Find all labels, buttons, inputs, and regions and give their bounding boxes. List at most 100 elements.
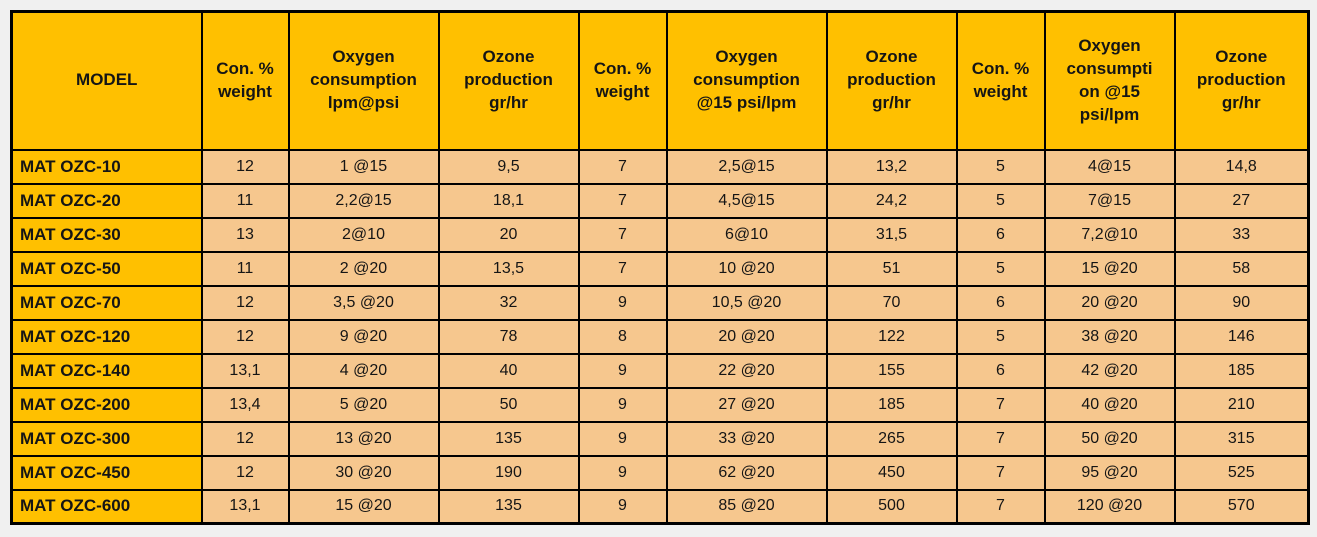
value-cell: 40 [437, 352, 580, 389]
value-cell: 18,1 [437, 182, 580, 219]
value-cell: 9 [577, 386, 668, 423]
value-cell: 7 [577, 216, 668, 253]
column-header-ozone-production-1: Ozone production gr/hr [437, 10, 580, 151]
value-cell: 9,5 [437, 148, 580, 185]
value-cell: 2,2@15 [287, 182, 440, 219]
value-cell: 13,1 [200, 352, 290, 389]
value-cell: 38 @20 [1043, 318, 1176, 355]
value-cell: 1 @15 [287, 148, 440, 185]
model-cell: MAT OZC-300 [10, 420, 203, 457]
value-cell: 4@15 [1043, 148, 1176, 185]
value-cell: 12 [200, 284, 290, 321]
value-cell: 500 [825, 488, 958, 525]
value-cell: 7 [955, 488, 1046, 525]
model-cell: MAT OZC-70 [10, 284, 203, 321]
table-row: MAT OZC-450 12 30 @20 190 9 62 @20 450 7 95 @20 5… [10, 454, 1310, 491]
value-cell: 120 @20 [1043, 488, 1176, 525]
table-row: MAT OZC-30 13 2@10 20 7 6@10 31,5 6 7,2@10 33 [10, 216, 1310, 253]
value-cell: 14,8 [1173, 148, 1310, 185]
value-cell: 33 [1173, 216, 1310, 253]
model-cell: MAT OZC-10 [10, 148, 203, 185]
value-cell: 12 [200, 420, 290, 457]
table-row: MAT OZC-300 12 13 @20 135 9 33 @20 265 7 50 @20 3… [10, 420, 1310, 457]
ozone-generator-spec-table: MODEL Con. % weight Oxygen consumption lpm@ps… [10, 10, 1310, 525]
value-cell: 7 [577, 148, 668, 185]
value-cell: 315 [1173, 420, 1310, 457]
value-cell: 13,4 [200, 386, 290, 423]
value-cell: 24,2 [825, 182, 958, 219]
value-cell: 20 [437, 216, 580, 253]
value-cell: 27 [1173, 182, 1310, 219]
value-cell: 9 @20 [287, 318, 440, 355]
model-cell: MAT OZC-50 [10, 250, 203, 287]
column-header-ozone-production-2: Ozone production gr/hr [825, 10, 958, 151]
value-cell: 5 @20 [287, 386, 440, 423]
table-body: MAT OZC-10 12 1 @15 9,5 7 2,5@15 13,2 5 4@15 14,8… [10, 148, 1310, 525]
value-cell: 5 [955, 318, 1046, 355]
column-header-oxygen-consumption-1: Oxygen consumption lpm@psi [287, 10, 440, 151]
table-row: MAT OZC-70 12 3,5 @20 32 9 10,5 @20 70 6 20 @20 9… [10, 284, 1310, 321]
table-row: MAT OZC-50 11 2 @20 13,5 7 10 @20 51 5 15 @20 58 [10, 250, 1310, 287]
header-row: MODEL Con. % weight Oxygen consumption lpm@ps… [10, 10, 1310, 151]
value-cell: 70 [825, 284, 958, 321]
value-cell: 6 [955, 352, 1046, 389]
value-cell: 2,5@15 [665, 148, 828, 185]
model-cell: MAT OZC-200 [10, 386, 203, 423]
value-cell: 10,5 @20 [665, 284, 828, 321]
value-cell: 9 [577, 284, 668, 321]
value-cell: 135 [437, 488, 580, 525]
value-cell: 12 [200, 318, 290, 355]
table-row: MAT OZC-200 13,4 5 @20 50 9 27 @20 185 7 40 @20 2… [10, 386, 1310, 423]
value-cell: 62 @20 [665, 454, 828, 491]
value-cell: 7 [955, 420, 1046, 457]
model-cell: MAT OZC-20 [10, 182, 203, 219]
value-cell: 9 [577, 420, 668, 457]
model-cell: MAT OZC-30 [10, 216, 203, 253]
value-cell: 7,2@10 [1043, 216, 1176, 253]
value-cell: 122 [825, 318, 958, 355]
value-cell: 95 @20 [1043, 454, 1176, 491]
value-cell: 30 @20 [287, 454, 440, 491]
value-cell: 2 @20 [287, 250, 440, 287]
value-cell: 27 @20 [665, 386, 828, 423]
table-header: MODEL Con. % weight Oxygen consumption lpm@ps… [10, 10, 1310, 151]
column-header-ozone-production-3: Ozone production gr/hr [1173, 10, 1310, 151]
value-cell: 155 [825, 352, 958, 389]
model-cell: MAT OZC-600 [10, 488, 203, 525]
value-cell: 31,5 [825, 216, 958, 253]
value-cell: 50 [437, 386, 580, 423]
value-cell: 15 @20 [287, 488, 440, 525]
value-cell: 5 [955, 182, 1046, 219]
value-cell: 7@15 [1043, 182, 1176, 219]
value-cell: 13,5 [437, 250, 580, 287]
value-cell: 42 @20 [1043, 352, 1176, 389]
value-cell: 20 @20 [665, 318, 828, 355]
value-cell: 185 [1173, 352, 1310, 389]
value-cell: 7 [577, 250, 668, 287]
value-cell: 32 [437, 284, 580, 321]
value-cell: 11 [200, 182, 290, 219]
value-cell: 135 [437, 420, 580, 457]
value-cell: 190 [437, 454, 580, 491]
value-cell: 5 [955, 250, 1046, 287]
table-row: MAT OZC-140 13,1 4 @20 40 9 22 @20 155 6 42 @20 1… [10, 352, 1310, 389]
value-cell: 15 @20 [1043, 250, 1176, 287]
value-cell: 10 @20 [665, 250, 828, 287]
value-cell: 525 [1173, 454, 1310, 491]
column-header-con-weight-3: Con. % weight [955, 10, 1046, 151]
value-cell: 4 @20 [287, 352, 440, 389]
column-header-oxygen-consumption-3: Oxygen consumpti on @15 psi/lpm [1043, 10, 1176, 151]
value-cell: 85 @20 [665, 488, 828, 525]
value-cell: 13,2 [825, 148, 958, 185]
value-cell: 58 [1173, 250, 1310, 287]
value-cell: 22 @20 [665, 352, 828, 389]
value-cell: 13 [200, 216, 290, 253]
value-cell: 3,5 @20 [287, 284, 440, 321]
value-cell: 90 [1173, 284, 1310, 321]
value-cell: 40 @20 [1043, 386, 1176, 423]
value-cell: 6@10 [665, 216, 828, 253]
value-cell: 8 [577, 318, 668, 355]
value-cell: 5 [955, 148, 1046, 185]
value-cell: 185 [825, 386, 958, 423]
value-cell: 146 [1173, 318, 1310, 355]
